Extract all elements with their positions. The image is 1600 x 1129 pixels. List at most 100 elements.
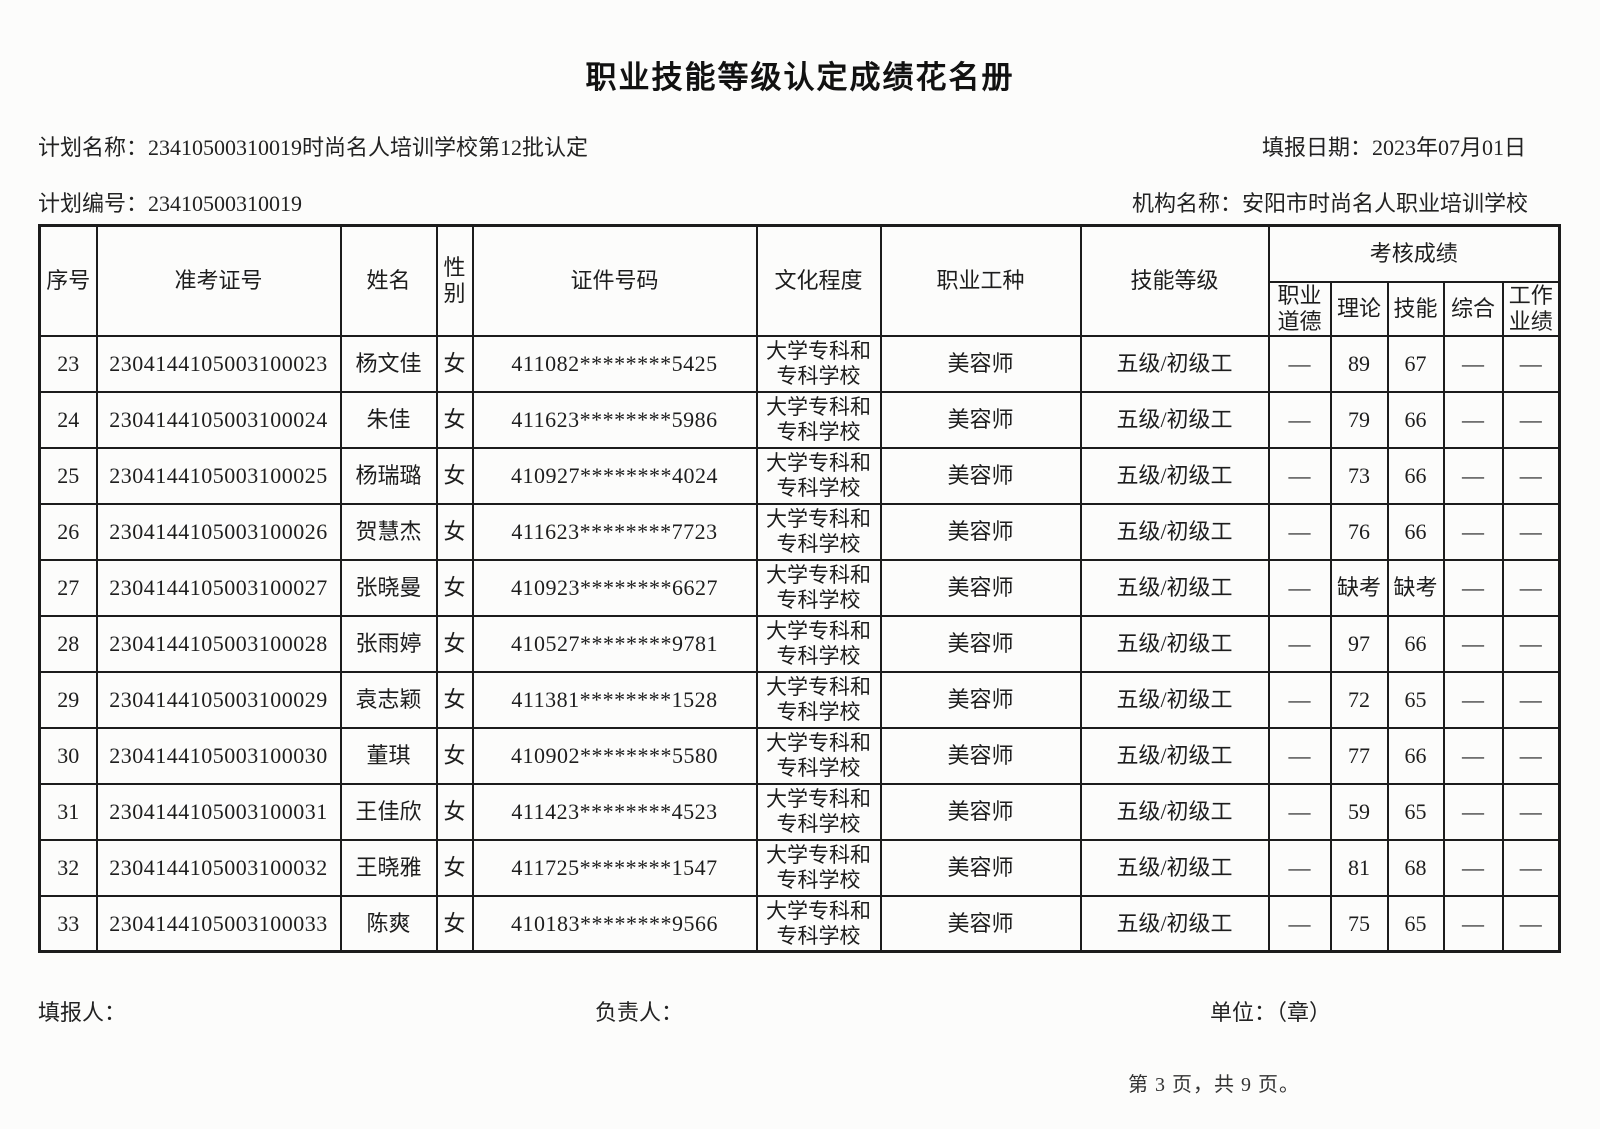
cell-id-no: 410927********4024 [471, 446, 758, 505]
cell-admission-no: 2304144105003100026 [95, 502, 342, 561]
header-occupation: 职业工种 [879, 224, 1082, 337]
cell-admission-no: 2304144105003100032 [95, 838, 342, 897]
cell-gender: 女 [435, 446, 474, 505]
cell-education: 大学专科和专科学校 [755, 670, 882, 729]
cell-id-no: 410527********9781 [471, 614, 758, 673]
cell-name: 王佳欣 [339, 782, 438, 841]
cell-name: 贺慧杰 [339, 502, 438, 561]
table-row: 24 2304144105003100024 朱佳 女 411623******… [38, 390, 1561, 449]
cell-score-work: — [1501, 894, 1561, 953]
cell-score-ethics: — [1267, 558, 1332, 617]
cell-score-skill: 66 [1386, 446, 1445, 505]
cell-score-work: — [1501, 558, 1561, 617]
cell-score-theory: 97 [1329, 614, 1389, 673]
report-date-label: 填报日期： [1261, 135, 1372, 160]
cell-score-ethics: — [1267, 446, 1332, 505]
table-row: 31 2304144105003100031 王佳欣 女 411423*****… [38, 782, 1561, 841]
cell-name: 董琪 [339, 726, 438, 785]
table-row: 23 2304144105003100023 杨文佳 女 411082*****… [38, 334, 1561, 393]
cell-seq: 28 [38, 614, 98, 673]
cell-skill-level: 五级/初级工 [1079, 614, 1270, 673]
plan-no-line: 计划编号：23410500310019 [38, 186, 302, 218]
cell-name: 王晓雅 [339, 838, 438, 897]
table-row: 29 2304144105003100029 袁志颖 女 411381*****… [38, 670, 1561, 729]
cell-occupation: 美容师 [879, 726, 1082, 785]
cell-admission-no: 2304144105003100031 [95, 782, 342, 841]
report-date-line: 填报日期：2023年07月01日 [1262, 130, 1526, 162]
plan-no-label: 计划编号： [38, 191, 149, 216]
cell-occupation: 美容师 [879, 894, 1082, 953]
cell-score-comprehensive: — [1442, 558, 1504, 617]
cell-admission-no: 2304144105003100029 [95, 670, 342, 729]
cell-occupation: 美容师 [879, 502, 1082, 561]
cell-skill-level: 五级/初级工 [1079, 670, 1270, 729]
plan-name-value: 23410500310019时尚名人培训学校第12批认定 [148, 135, 589, 160]
table-row: 33 2304144105003100033 陈爽 女 410183******… [38, 894, 1561, 953]
cell-score-ethics: — [1267, 614, 1332, 673]
cell-name: 张雨婷 [339, 614, 438, 673]
cell-skill-level: 五级/初级工 [1079, 782, 1270, 841]
cell-id-no: 411381********1528 [471, 670, 758, 729]
cell-admission-no: 2304144105003100024 [95, 390, 342, 449]
header-skill-level: 技能等级 [1079, 224, 1270, 337]
cell-score-work: — [1501, 390, 1561, 449]
cell-seq: 25 [38, 446, 98, 505]
cell-skill-level: 五级/初级工 [1079, 446, 1270, 505]
cell-score-theory: 81 [1329, 838, 1389, 897]
cell-score-skill: 68 [1386, 838, 1445, 897]
table-row: 25 2304144105003100025 杨瑞璐 女 410927*****… [38, 446, 1561, 505]
plan-no-value: 23410500310019 [148, 191, 303, 216]
cell-score-theory: 79 [1329, 390, 1389, 449]
cell-score-comprehensive: — [1442, 670, 1504, 729]
header-id-no: 证件号码 [471, 224, 758, 337]
table-row: 32 2304144105003100032 王晓雅 女 411725*****… [38, 838, 1561, 897]
cell-education: 大学专科和专科学校 [755, 782, 882, 841]
table-row: 26 2304144105003100026 贺慧杰 女 411623*****… [38, 502, 1561, 561]
cell-score-ethics: — [1267, 838, 1332, 897]
cell-score-work: — [1501, 726, 1561, 785]
cell-seq: 31 [38, 782, 98, 841]
cell-score-comprehensive: — [1442, 782, 1504, 841]
table-row: 27 2304144105003100027 张晓曼 女 410923*****… [38, 558, 1561, 617]
cell-occupation: 美容师 [879, 670, 1082, 729]
header-score-theory: 理论 [1329, 281, 1389, 337]
filler-label: 填报人： [38, 1000, 127, 1025]
cell-score-work: — [1501, 838, 1561, 897]
cell-score-comprehensive: — [1442, 838, 1504, 897]
cell-seq: 27 [38, 558, 98, 617]
cell-score-work: — [1501, 446, 1561, 505]
header-admission-no: 准考证号 [95, 224, 342, 337]
cell-name: 杨文佳 [339, 334, 438, 393]
cell-gender: 女 [435, 502, 474, 561]
table-row: 30 2304144105003100030 董琪 女 410902******… [38, 726, 1561, 785]
header-gender: 性别 [435, 224, 474, 337]
cell-education: 大学专科和专科学校 [755, 838, 882, 897]
org-name-label: 机构名称： [1131, 191, 1242, 216]
cell-skill-level: 五级/初级工 [1079, 838, 1270, 897]
cell-score-theory: 75 [1329, 894, 1389, 953]
cell-name: 朱佳 [339, 390, 438, 449]
cell-score-work: — [1501, 782, 1561, 841]
header-education: 文化程度 [755, 224, 882, 337]
header-score-comprehensive: 综合 [1442, 281, 1504, 337]
cell-score-skill: 66 [1386, 726, 1445, 785]
cell-education: 大学专科和专科学校 [755, 334, 882, 393]
cell-gender: 女 [435, 838, 474, 897]
cell-id-no: 411423********4523 [471, 782, 758, 841]
cell-score-theory: 76 [1329, 502, 1389, 561]
cell-seq: 26 [38, 502, 98, 561]
cell-score-comprehensive: — [1442, 726, 1504, 785]
header-score-ethics: 职业道德 [1267, 281, 1332, 337]
cell-score-ethics: — [1267, 782, 1332, 841]
score-roster-table: 序号 准考证号 姓名 性别 证件号码 文化程度 职业工种 技能等级 考核成绩 职… [38, 224, 1562, 954]
org-name-value: 安阳市时尚名人职业培训学校 [1241, 191, 1528, 216]
cell-seq: 33 [38, 894, 98, 953]
cell-score-ethics: — [1267, 670, 1332, 729]
cell-gender: 女 [435, 894, 474, 953]
cell-skill-level: 五级/初级工 [1079, 726, 1270, 785]
cell-id-no: 410183********9566 [471, 894, 758, 953]
cell-score-work: — [1501, 502, 1561, 561]
cell-admission-no: 2304144105003100027 [95, 558, 342, 617]
cell-score-theory: 77 [1329, 726, 1389, 785]
